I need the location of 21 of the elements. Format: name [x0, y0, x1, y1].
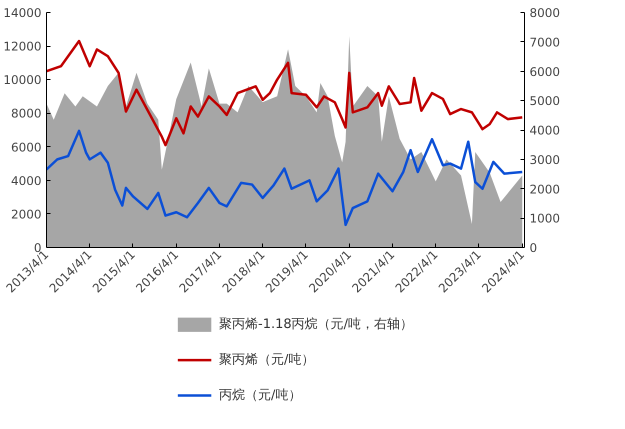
y-tick-label: 6000	[10, 140, 42, 154]
y2-tick-label: 0	[530, 241, 538, 255]
y-tick-label: 8000	[10, 106, 42, 121]
line-series	[46, 130, 524, 226]
y2-tick-label: 5000	[530, 94, 560, 108]
y-tick-label: 12000	[3, 40, 42, 54]
y-tick-label: 2000	[10, 207, 42, 222]
legend-label: 丙烷（元/吨）	[219, 388, 302, 404]
y-tick-label: 14000	[3, 6, 42, 20]
y2-tick-label: 8000	[530, 6, 560, 20]
line-series	[46, 40, 524, 146]
y-tick-label: 10000	[3, 73, 42, 88]
y2-tick-label: 2000	[530, 182, 560, 196]
y2-tick-label: 4000	[530, 124, 560, 138]
y2-tick-label: 1000	[530, 212, 560, 226]
y2-tick-label: 7000	[530, 35, 560, 50]
y2-tick-label: 3000	[530, 152, 560, 167]
y2-tick-label: 6000	[530, 64, 560, 79]
y-tick-label: 4000	[10, 174, 42, 188]
legend-label: 聚丙烯-1.18丙烷（元/吨，右轴）	[219, 317, 414, 332]
legend-label: 聚丙烯（元/吨）	[219, 352, 314, 368]
